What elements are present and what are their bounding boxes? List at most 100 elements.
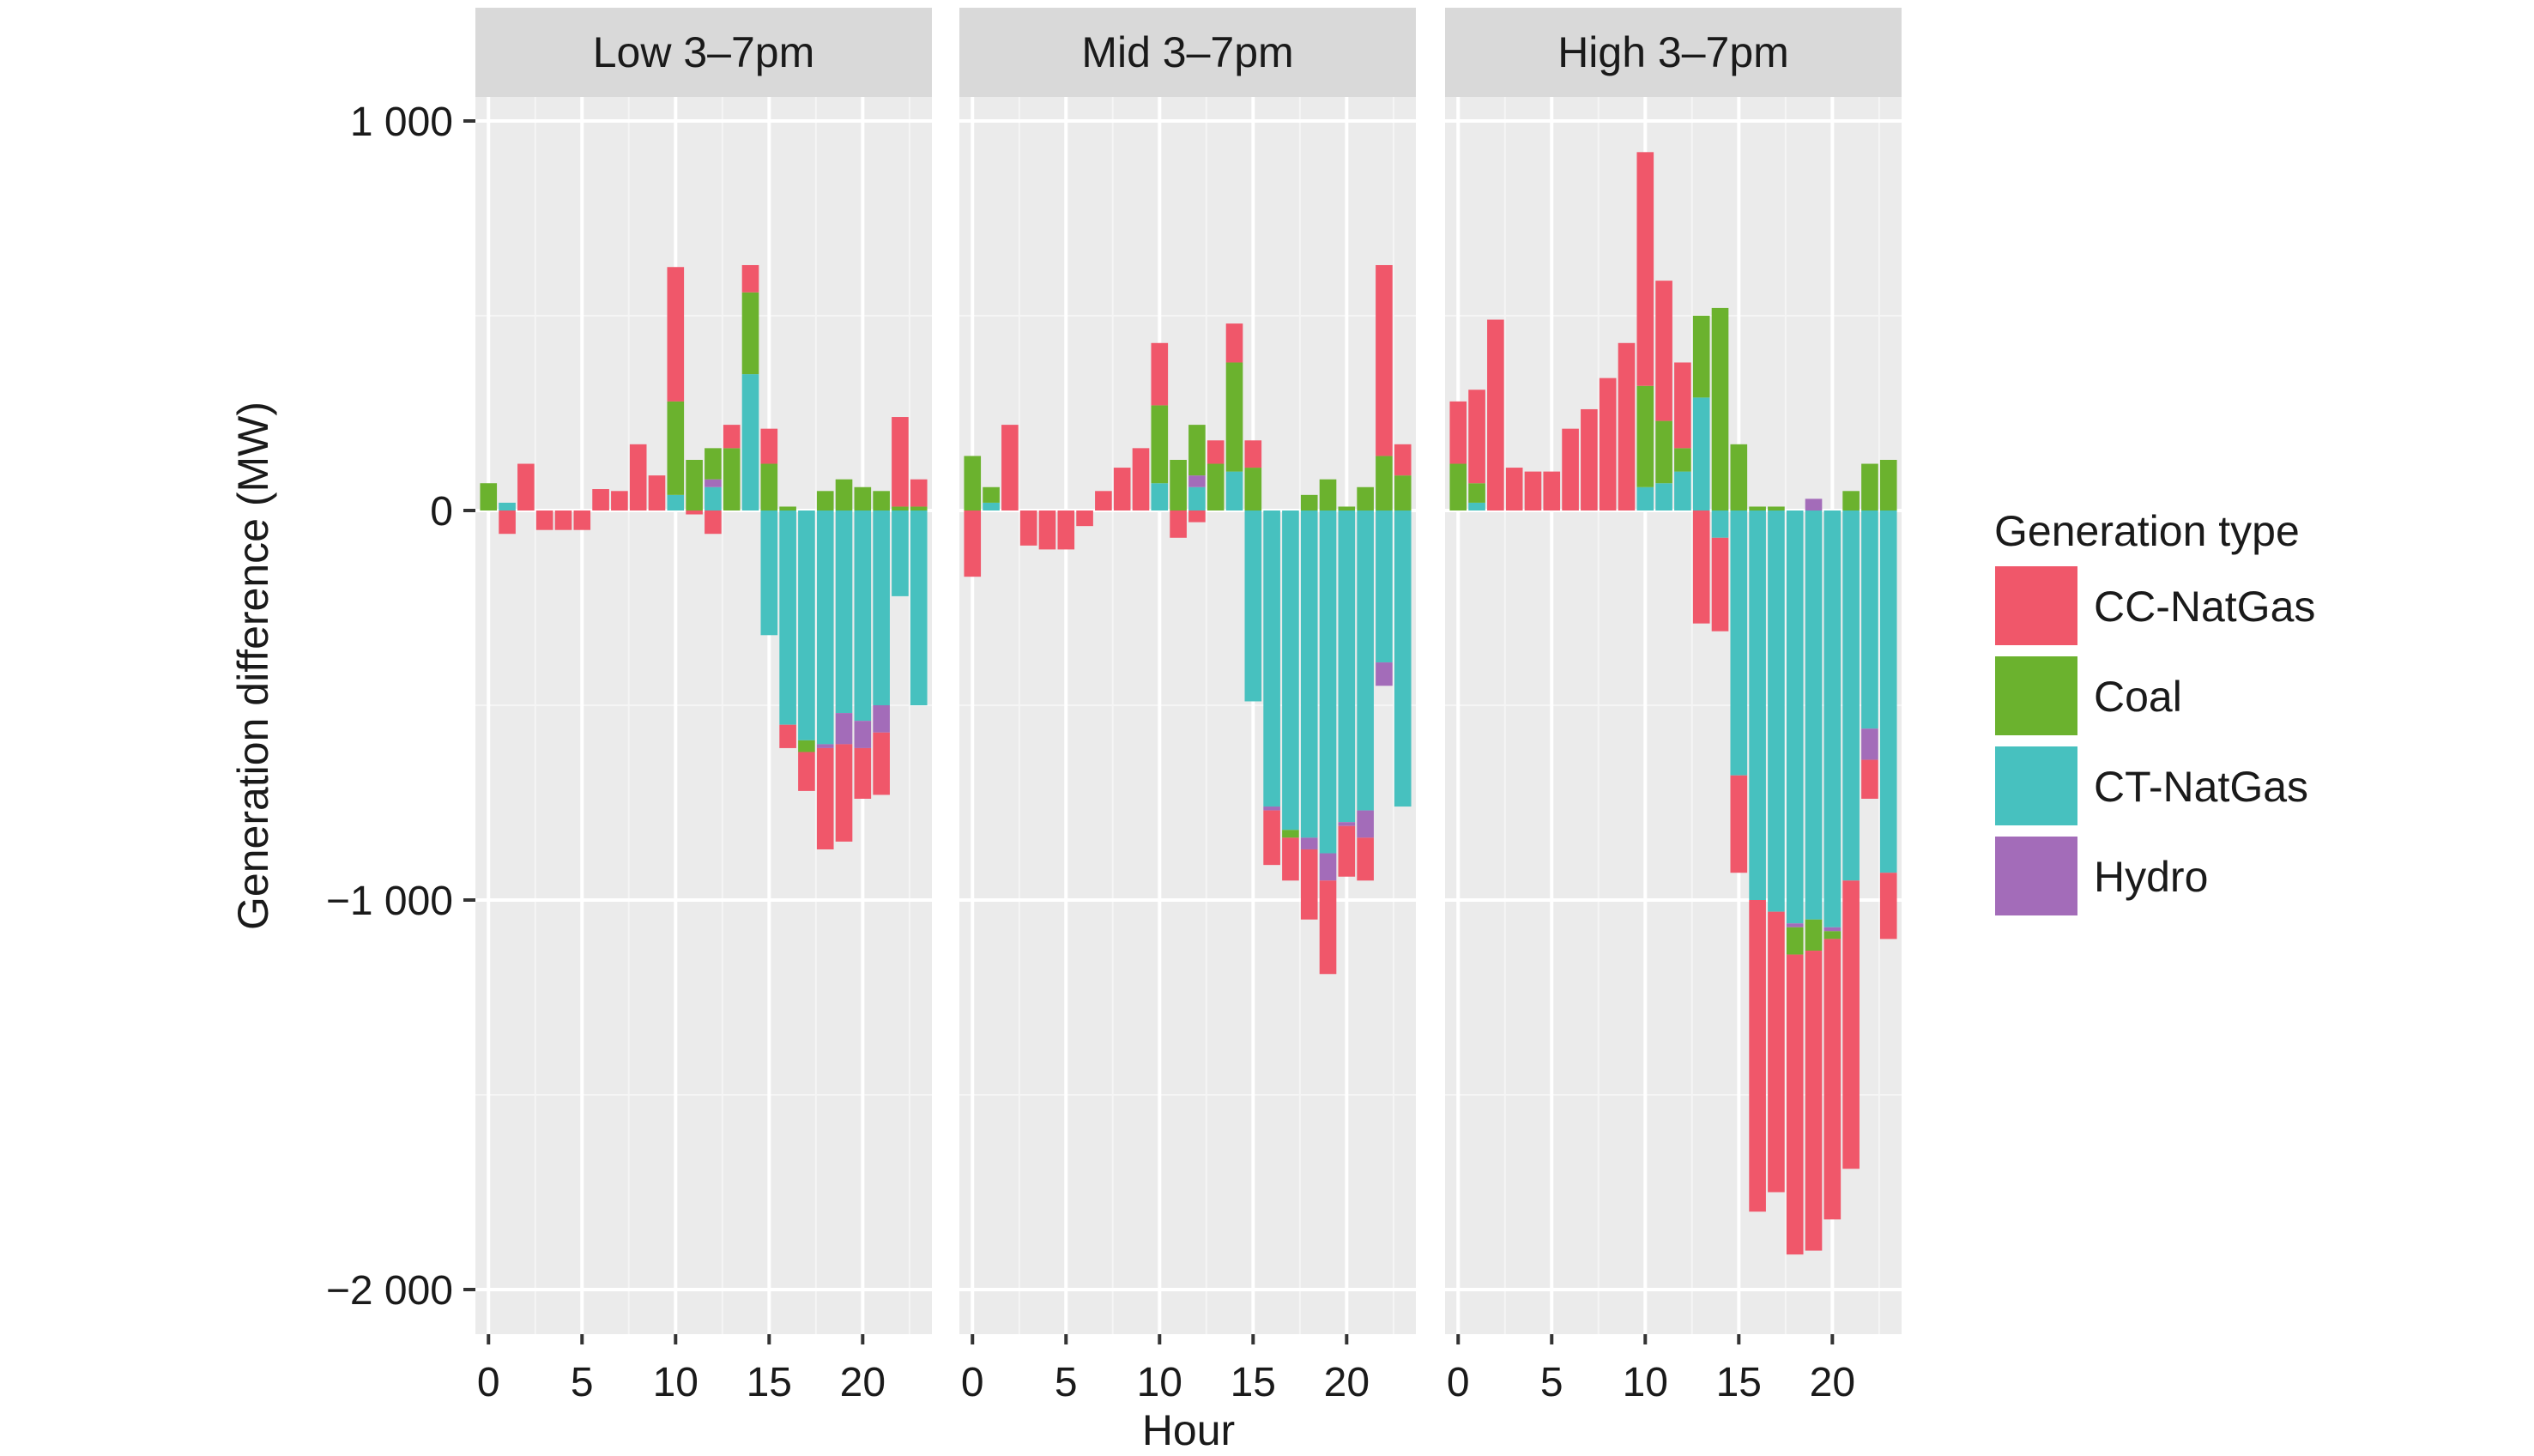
bar-segment-cc-natgas	[1711, 537, 1729, 631]
bar-segment-coal	[705, 448, 722, 480]
bar-segment-cc-natgas	[1001, 425, 1019, 511]
bar-segment-coal	[1282, 830, 1299, 838]
bar-segment-hydro	[854, 721, 872, 748]
bar-segment-coal	[480, 483, 498, 511]
bar-segment-ct-natgas	[1338, 511, 1356, 823]
bar-segment-cc-natgas	[1170, 511, 1187, 538]
bar-segment-coal	[760, 463, 778, 511]
bar-segment-ct-natgas	[1319, 511, 1337, 854]
bar-segment-cc-natgas	[1225, 323, 1243, 363]
bar-segment-coal	[910, 506, 928, 511]
bar-segment-ct-natgas	[1842, 511, 1860, 881]
bar-segment-cc-natgas	[760, 428, 778, 464]
bar-segment-coal	[667, 401, 685, 495]
bar-segment-cc-natgas	[1786, 954, 1804, 1255]
bar-segment-ct-natgas	[1786, 511, 1804, 924]
bar-segment-cc-natgas	[611, 491, 628, 511]
bar-segment-coal	[983, 486, 1000, 503]
bar-segment-cc-natgas	[873, 732, 890, 795]
bar-segment-cc-natgas	[1057, 511, 1075, 550]
bar-segment-hydro	[835, 713, 853, 745]
bar-segment-cc-natgas	[1449, 401, 1467, 464]
bar-segment-cc-natgas	[592, 489, 609, 511]
x-tick-label: 0	[1447, 1360, 1470, 1405]
bar-segment-ct-natgas	[1468, 502, 1485, 511]
bar-segment-coal	[892, 506, 909, 511]
x-tick-label: 5	[1055, 1360, 1078, 1405]
bar-segment-cc-natgas	[1095, 491, 1112, 511]
legend-label: Coal	[2094, 673, 2182, 721]
bar-segment-coal	[741, 292, 759, 375]
bar-segment-hydro	[1319, 853, 1337, 881]
y-tick-label: −1 000	[326, 879, 453, 924]
bar-segment-cc-natgas	[1132, 448, 1150, 511]
bar-segment-ct-natgas	[1376, 511, 1393, 663]
bar-segment-cc-natgas	[854, 747, 872, 799]
bar-segment-cc-natgas	[499, 511, 516, 535]
bar-segment-hydro	[1805, 498, 1823, 511]
bar-segment-ct-natgas	[1394, 511, 1412, 807]
legend-title: Generation type	[1994, 507, 2300, 555]
x-axis-title: Hour	[1142, 1406, 1235, 1454]
bar-segment-cc-natgas	[1879, 873, 1897, 939]
bar-segment-cc-natgas	[1207, 440, 1225, 464]
bar-segment-ct-natgas	[1674, 471, 1691, 511]
bar-segment-ct-natgas	[1749, 511, 1766, 900]
facet-strip-label: High 3–7pm	[1557, 28, 1789, 76]
facet-strip	[1445, 8, 1902, 97]
bar-segment-ct-natgas	[910, 511, 928, 705]
y-axis-title: Generation difference (MW)	[229, 402, 277, 930]
bar-segment-cc-natgas	[1338, 825, 1356, 877]
bar-segment-hydro	[1376, 662, 1393, 686]
bar-segment-ct-natgas	[1263, 511, 1280, 807]
bar-segment-coal	[1225, 362, 1243, 472]
bar-segment-coal	[1338, 506, 1356, 511]
bar-segment-cc-natgas	[667, 267, 685, 402]
bar-segment-cc-natgas	[1581, 408, 1598, 511]
x-tick-label: 0	[477, 1360, 500, 1405]
bar-segment-cc-natgas	[910, 479, 928, 507]
bar-segment-ct-natgas	[1805, 511, 1823, 920]
bar-segment-cc-natgas	[1376, 264, 1393, 456]
bar-segment-cc-natgas	[705, 511, 722, 535]
bar-segment-hydro	[1786, 923, 1804, 927]
bar-segment-cc-natgas	[1823, 939, 1842, 1220]
bar-segment-coal	[1188, 425, 1206, 476]
bar-segment-cc-natgas	[798, 752, 815, 791]
y-tick-label: −2 000	[326, 1268, 453, 1314]
bar-segment-coal	[1842, 491, 1860, 511]
bar-segment-cc-natgas	[1505, 468, 1523, 511]
bar-segment-ct-natgas	[1861, 511, 1878, 729]
bar-segment-coal	[816, 491, 834, 511]
bar-segment-ct-natgas	[854, 511, 872, 722]
legend-label: Hydro	[2094, 853, 2208, 901]
bar-segment-ct-natgas	[835, 511, 853, 714]
x-tick-label: 10	[1137, 1360, 1182, 1405]
bar-segment-coal	[798, 740, 815, 752]
y-tick-label: 0	[430, 489, 453, 535]
bar-segment-cc-natgas	[1768, 911, 1785, 1193]
bar-segment-cc-natgas	[1524, 471, 1542, 511]
bar-segment-ct-natgas	[892, 511, 909, 596]
bar-segment-coal	[1357, 486, 1374, 511]
x-tick-label: 10	[653, 1360, 699, 1405]
bar-segment-cc-natgas	[1599, 378, 1617, 511]
bar-segment-coal	[1636, 385, 1654, 487]
bar-segment-ct-natgas	[983, 502, 1000, 511]
bar-segment-cc-natgas	[1282, 837, 1299, 881]
bar-segment-coal	[964, 456, 982, 511]
legend-key-coal	[1995, 656, 2077, 735]
bar-segment-cc-natgas	[779, 724, 796, 748]
bar-segment-ct-natgas	[1282, 511, 1299, 831]
bar-segment-ct-natgas	[798, 511, 815, 740]
bar-segment-cc-natgas	[892, 417, 909, 507]
bar-segment-cc-natgas	[835, 744, 853, 842]
x-tick-label: 20	[1324, 1360, 1370, 1405]
bar-segment-cc-natgas	[1487, 319, 1504, 511]
facet-strip-label: Mid 3–7pm	[1081, 28, 1293, 76]
bar-segment-cc-natgas	[1394, 444, 1412, 476]
facet-strip	[475, 8, 932, 97]
bar-segment-cc-natgas	[1692, 511, 1710, 624]
